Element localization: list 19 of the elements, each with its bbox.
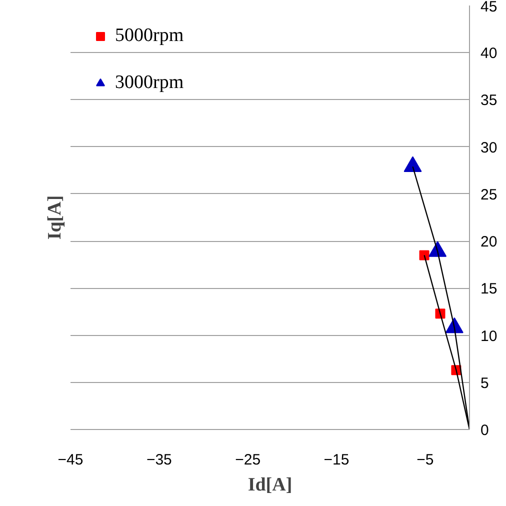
y-tick-label: 35 [480, 92, 498, 110]
legend-label: 5000rpm [115, 25, 184, 47]
y-tick-label: 30 [480, 139, 498, 156]
x-tick-label: −45 [58, 452, 84, 468]
y-tick-label: 40 [480, 45, 498, 62]
x-tick-label: −25 [235, 452, 261, 468]
y-tick-label: 5 [480, 374, 489, 392]
y-tick-label: 0 [480, 422, 489, 439]
x-tick-label: −5 [416, 452, 434, 468]
x-tick-label: −35 [146, 452, 172, 468]
y-tick-label: 25 [480, 186, 498, 204]
y-tick-label: 10 [480, 328, 498, 345]
x-axis-title: Id[A] [248, 474, 292, 496]
y-tick-label: 20 [480, 234, 498, 251]
y-axis-title: Iq[A] [44, 195, 66, 240]
y-tick-label: 45 [480, 0, 498, 16]
legend-label: 3000rpm [115, 72, 184, 94]
x-tick-label: −15 [324, 452, 350, 468]
y-tick-label: 15 [480, 280, 498, 298]
